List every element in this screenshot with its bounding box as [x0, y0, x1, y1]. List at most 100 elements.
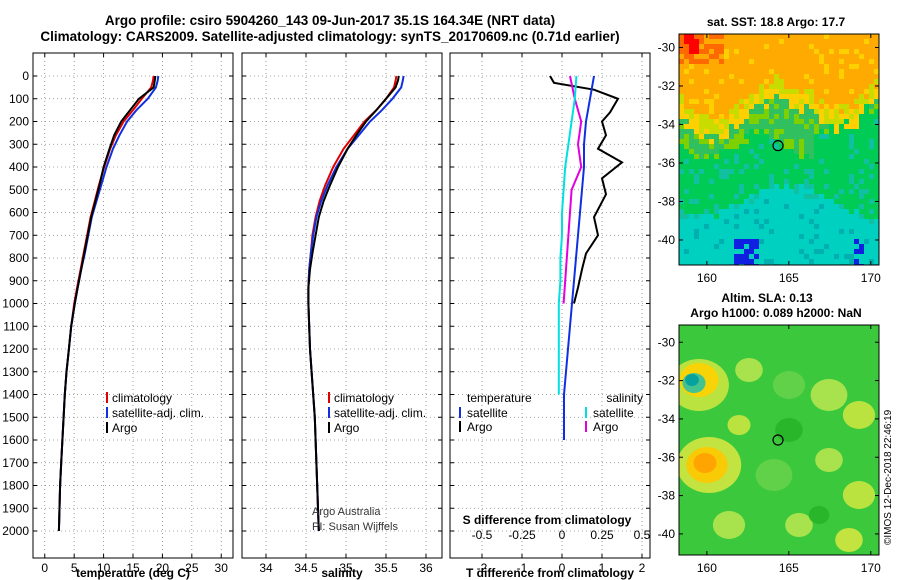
- sst-cell: [789, 169, 794, 174]
- sst-cell: [764, 229, 769, 234]
- sst-cell: [729, 174, 734, 179]
- sst-cell: [794, 159, 799, 164]
- sst-cell: [759, 239, 764, 244]
- sst-cell: [764, 39, 769, 44]
- sst-cell: [774, 134, 779, 139]
- sst-cell: [869, 44, 874, 49]
- sst-cell: [809, 74, 814, 79]
- sst-cell: [769, 69, 774, 74]
- sst-cell: [759, 64, 764, 69]
- sst-cell: [834, 84, 839, 89]
- sst-cell: [824, 239, 829, 244]
- sla-heatmap: [679, 325, 879, 555]
- sst-cell: [784, 94, 789, 99]
- sst-cell: [819, 209, 824, 214]
- sst-cell: [804, 104, 809, 109]
- sst-cell: [739, 79, 744, 84]
- sst-cell: [769, 214, 774, 219]
- sst-cell: [799, 59, 804, 64]
- sst-cell: [789, 229, 794, 234]
- sst-cell: [769, 189, 774, 194]
- sst-cell: [804, 124, 809, 129]
- sst-cell: [824, 39, 829, 44]
- sst-cell: [804, 164, 809, 169]
- sst-cell: [784, 209, 789, 214]
- sst-cell: [749, 94, 754, 99]
- sst-cell: [689, 254, 694, 259]
- sst-cell: [689, 34, 694, 39]
- argo-position-marker: [772, 434, 784, 446]
- sst-cell: [769, 194, 774, 199]
- sst-cell: [679, 154, 684, 159]
- x-tick-label: 30: [215, 561, 229, 575]
- sst-cell: [699, 169, 704, 174]
- sst-cell: [749, 184, 754, 189]
- sst-cell: [749, 219, 754, 224]
- sst-cell: [844, 199, 849, 204]
- sst-cell: [794, 229, 799, 234]
- sst-cell: [739, 234, 744, 239]
- sst-cell: [679, 129, 684, 134]
- sst-cell: [694, 189, 699, 194]
- sst-cell: [789, 209, 794, 214]
- sst-cell: [849, 39, 854, 44]
- sst-cell: [829, 89, 834, 94]
- sst-cell: [684, 129, 689, 134]
- sst-cell: [679, 164, 684, 169]
- sst-cell: [789, 214, 794, 219]
- temp-series-argo: [57, 75, 157, 532]
- sst-cell: [709, 154, 714, 159]
- sst-cell: [824, 194, 829, 199]
- sst-cell: [799, 129, 804, 134]
- sst-cell: [799, 144, 804, 149]
- sst-cell: [744, 64, 749, 69]
- sst-cell: [809, 149, 814, 154]
- sst-cell: [824, 109, 829, 114]
- sst-cell: [739, 109, 744, 114]
- sst-cell: [794, 199, 799, 204]
- sst-cell: [834, 164, 839, 169]
- sst-cell: [819, 49, 824, 54]
- sst-cell: [819, 69, 824, 74]
- sst-cell: [719, 124, 724, 129]
- sst-cell: [709, 69, 714, 74]
- sst-cell: [729, 134, 734, 139]
- depth-tick-label: 1400: [2, 388, 29, 402]
- sst-cell: [834, 209, 839, 214]
- sst-cell: [824, 99, 829, 104]
- sst-cell: [719, 114, 724, 119]
- sst-cell: [774, 229, 779, 234]
- sst-cell: [859, 104, 864, 109]
- sst-cell: [829, 79, 834, 84]
- sst-cell: [724, 149, 729, 154]
- sst-cell: [774, 99, 779, 104]
- sst-cell: [874, 99, 879, 104]
- sst-cell: [869, 134, 874, 139]
- sst-cell: [834, 189, 839, 194]
- sst-cell: [704, 64, 709, 69]
- sst-cell: [799, 44, 804, 49]
- sst-cell: [789, 59, 794, 64]
- sst-cell: [734, 149, 739, 154]
- sst-cell: [839, 34, 844, 39]
- sst-cell: [849, 139, 854, 144]
- sst-cell: [684, 54, 689, 59]
- sst-cell: [804, 79, 809, 84]
- sst-cell: [829, 49, 834, 54]
- sst-cell: [744, 199, 749, 204]
- sst-cell: [764, 174, 769, 179]
- sst-cell: [714, 89, 719, 94]
- sst-cell: [729, 154, 734, 159]
- sst-cell: [754, 134, 759, 139]
- sst-cell: [809, 119, 814, 124]
- sst-cell: [744, 74, 749, 79]
- sst-cell: [829, 194, 834, 199]
- sst-cell: [724, 44, 729, 49]
- sst-cell: [694, 64, 699, 69]
- sst-cell: [734, 169, 739, 174]
- sst-cell: [769, 34, 774, 39]
- sst-cell: [684, 114, 689, 119]
- sst-cell: [849, 144, 854, 149]
- sst-cell: [714, 194, 719, 199]
- sst-cell: [849, 154, 854, 159]
